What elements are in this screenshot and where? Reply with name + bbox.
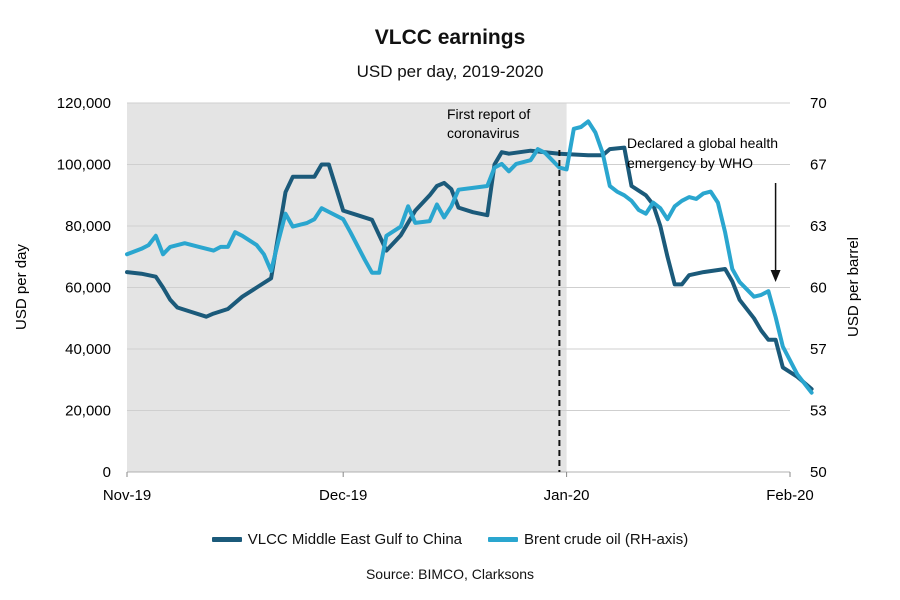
y2-tick-label: 50 [810,464,827,481]
y-axis-right: 50 53 57 60 63 67 70 [810,95,827,481]
annotation-who-text: emergency by WHO [627,155,753,171]
legend-label-brent: Brent crude oil (RH-axis) [524,531,689,548]
legend: VLCC Middle East Gulf to China Brent cru… [0,531,900,548]
y2-tick-label: 60 [810,280,827,297]
y-axis-left: 0 20,000 40,000 60,000 80,000 100,000 120,000 [57,95,111,481]
y-tick-label: 40,000 [65,341,111,358]
x-axis: Nov-19 Dec-19 Jan-20 Feb-20 [103,472,814,504]
who-arrow-head [770,270,781,282]
x-tick-label: Jan-20 [544,487,590,504]
x-tick-label: Dec-19 [319,487,367,504]
chart-subtitle: USD per day, 2019-2020 [356,62,544,81]
y2-tick-label: 70 [810,95,827,112]
source-note: Source: BIMCO, Clarksons [365,566,535,582]
chart-title: VLCC earnings [374,26,526,49]
grid-lines [127,102,790,411]
x-tick-label: Feb-20 [766,487,814,504]
y2-tick-label: 63 [810,218,827,235]
annotation-who-text: Declared a global health [627,135,778,151]
legend-swatch-brent [488,537,519,542]
series-line-vlcc [125,145,814,391]
annotations: First report of coronavirus Declared a glo… [447,106,781,472]
legend-item-brent: Brent crude oil (RH-axis) [488,531,688,548]
legend-item-vlcc: VLCC Middle East Gulf to China [211,531,463,548]
x-tick-label: Nov-19 [103,487,151,504]
y-tick-label: 20,000 [65,403,111,420]
y-axis-label: USD per day [13,244,30,330]
annotation-coronavirus-text: First report of [447,106,530,122]
series-lines [125,119,814,395]
y2-tick-label: 53 [810,403,827,420]
y-tick-label: 60,000 [65,280,111,297]
y-tick-label: 0 [103,464,111,481]
series-line-brent [125,119,814,395]
y2-tick-label: 57 [810,341,827,358]
y-tick-label: 80,000 [65,218,111,235]
legend-label-vlcc: VLCC Middle East Gulf to China [247,531,463,548]
annotation-coronavirus-text: coronavirus [447,125,519,141]
legend-swatch-vlcc [211,537,242,542]
y2-tick-label: 67 [810,157,827,174]
y-tick-label: 120,000 [57,95,111,112]
y2-axis-label: USD per barrel [845,237,862,337]
y-tick-label: 100,000 [57,157,111,174]
